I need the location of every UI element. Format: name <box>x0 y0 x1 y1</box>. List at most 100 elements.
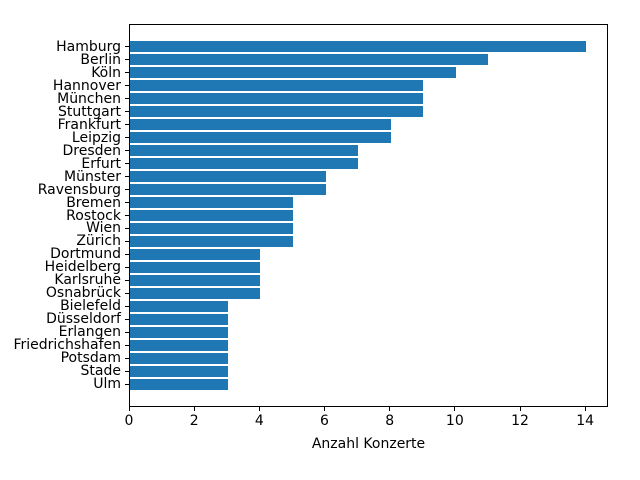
x-tick-label-14: 14 <box>576 413 595 429</box>
y-tick-label-friedrichshafen: Friedrichshafen <box>13 337 121 354</box>
y-tick-mark <box>125 240 129 242</box>
y-tick-mark <box>125 318 129 320</box>
y-tick-mark <box>125 176 129 178</box>
y-tick-mark <box>125 59 129 61</box>
y-tick-mark <box>125 331 129 333</box>
x-tick-mark <box>519 407 521 411</box>
bar-stuttgart <box>130 106 424 117</box>
x-tick-mark <box>454 407 456 411</box>
x-tick-mark <box>389 407 391 411</box>
y-tick-mark <box>125 163 129 165</box>
bar-erfurt <box>130 158 359 169</box>
y-tick-mark <box>125 215 129 216</box>
bar-dresden <box>130 145 359 156</box>
y-tick-mark <box>125 370 129 372</box>
y-tick-label-bielefeld: Bielefeld <box>60 298 121 315</box>
y-tick-mark <box>125 305 129 307</box>
bar-münchen <box>130 93 424 104</box>
y-tick-label-ravensburg: Ravensburg <box>37 181 121 198</box>
y-tick-label-rostock: Rostock <box>66 207 121 224</box>
bar-düsseldorf <box>130 314 228 325</box>
y-tick-mark <box>125 189 129 191</box>
x-tick-label-12: 12 <box>511 413 529 429</box>
y-tick-mark <box>125 124 129 126</box>
y-tick-label-erfurt: Erfurt <box>81 155 121 172</box>
bar-wien <box>130 223 293 234</box>
bar-hamburg <box>130 41 587 52</box>
bar-karlsruhe <box>130 275 261 286</box>
bar-bremen <box>130 197 293 208</box>
x-axis-label: Anzahl Konzerte <box>311 436 426 452</box>
bar-köln <box>130 67 456 78</box>
y-tick-mark <box>125 266 129 268</box>
y-tick-label-erlangen: Erlangen <box>58 324 121 341</box>
x-tick-label-0: 0 <box>124 413 134 429</box>
x-tick-label-8: 8 <box>385 413 395 429</box>
x-tick-label-4: 4 <box>254 413 264 429</box>
y-tick-mark <box>125 111 129 113</box>
bar-potsdam <box>130 353 228 364</box>
y-tick-mark <box>125 292 129 294</box>
bar-hannover <box>130 80 424 91</box>
x-tick-mark <box>584 407 586 411</box>
y-tick-label-stade: Stade <box>80 363 121 380</box>
y-tick-label-münster: Münster <box>64 168 121 185</box>
y-tick-label-karlsruhe: Karlsruhe <box>54 272 121 289</box>
bar-stade <box>130 366 228 377</box>
y-tick-label-berlin: Berlin <box>80 51 121 68</box>
y-tick-label-heidelberg: Heidelberg <box>44 259 121 276</box>
y-tick-mark <box>125 98 129 100</box>
y-tick-label-stuttgart: Stuttgart <box>58 103 121 120</box>
bar-leipzig <box>130 132 391 143</box>
x-tick-mark <box>258 407 260 411</box>
bars-container <box>130 25 607 406</box>
y-tick-mark <box>125 279 129 281</box>
bar-bielefeld <box>130 301 228 312</box>
y-tick-mark <box>125 85 129 87</box>
y-tick-label-hannover: Hannover <box>52 77 121 94</box>
y-tick-label-zürich: Zürich <box>76 233 121 250</box>
x-tick-mark <box>193 407 195 411</box>
bar-osnabrück <box>130 288 261 299</box>
bar-erlangen <box>130 327 228 338</box>
y-tick-label-münchen: München <box>57 90 121 107</box>
y-tick-label-wien: Wien <box>86 220 121 237</box>
y-tick-label-düsseldorf: Düsseldorf <box>46 311 121 328</box>
y-tick-label-hamburg: Hamburg <box>56 38 121 55</box>
y-tick-label-osnabrück: Osnabrück <box>45 285 121 302</box>
y-tick-mark <box>125 46 129 48</box>
y-tick-mark <box>125 150 129 152</box>
y-tick-mark <box>125 227 129 229</box>
x-tick-label-10: 10 <box>445 413 464 429</box>
y-tick-label-potsdam: Potsdam <box>60 350 121 367</box>
bar-frankfurt <box>130 119 391 130</box>
y-tick-mark <box>125 72 129 74</box>
y-tick-label-köln: Köln <box>91 64 121 81</box>
bar-münster <box>130 171 326 182</box>
bar-zürich <box>130 236 293 247</box>
y-tick-mark <box>125 137 129 139</box>
y-tick-label-frankfurt: Frankfurt <box>57 116 121 133</box>
x-tick-mark <box>324 407 325 411</box>
bar-friedrichshafen <box>130 340 228 351</box>
bar-rostock <box>130 210 293 221</box>
bar-dortmund <box>130 249 261 260</box>
y-tick-label-bremen: Bremen <box>66 194 121 211</box>
bar-heidelberg <box>130 262 261 273</box>
y-tick-mark <box>125 357 129 359</box>
bar-ulm <box>130 379 228 390</box>
y-tick-label-leipzig: Leipzig <box>71 129 121 146</box>
y-tick-mark <box>125 383 129 385</box>
y-tick-label-dortmund: Dortmund <box>50 246 121 263</box>
y-tick-mark <box>125 202 129 203</box>
y-tick-label-dresden: Dresden <box>62 142 121 159</box>
bar-ravensburg <box>130 184 326 195</box>
x-tick-label-6: 6 <box>320 413 329 429</box>
y-tick-mark <box>125 344 129 346</box>
x-tick-label-2: 2 <box>189 413 199 429</box>
y-tick-label-ulm: Ulm <box>93 376 121 393</box>
x-tick-mark <box>128 407 130 411</box>
bar-berlin <box>130 54 489 65</box>
y-tick-mark <box>125 253 129 255</box>
